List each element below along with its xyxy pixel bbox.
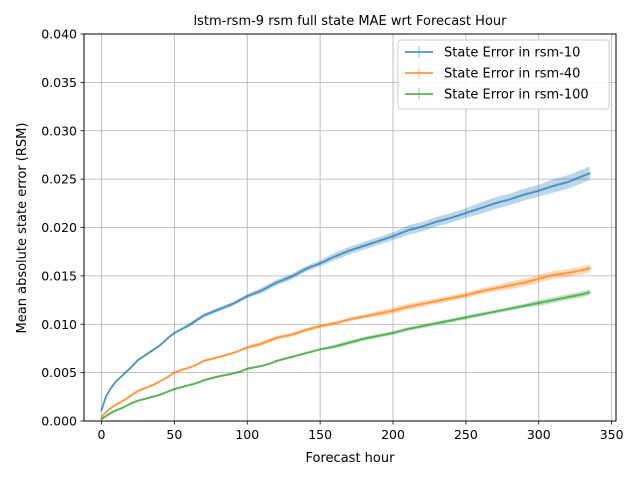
y-tick-label: 0.000 <box>41 414 77 429</box>
x-tick-label: 0 <box>98 427 106 442</box>
y-tick-label: 0.010 <box>41 317 77 332</box>
y-tick-label: 0.030 <box>41 123 77 138</box>
legend-box <box>397 39 610 110</box>
x-tick-label: 100 <box>235 427 259 442</box>
legend-label-3: State Error in rsm-100 <box>444 88 589 103</box>
x-tick-label: 200 <box>381 427 405 442</box>
y-tick-label: 0.025 <box>41 172 77 187</box>
y-tick-label: 0.020 <box>41 220 77 235</box>
x-tick-label: 50 <box>166 427 182 442</box>
y-tick-label: 0.005 <box>41 365 77 380</box>
y-tick-label: 0.015 <box>41 268 77 283</box>
series-line-3 <box>100 291 591 421</box>
series-lines <box>100 172 591 421</box>
y-axis-ticks: 0.000 0.005 0.010 0.015 0.020 0.025 0.030 0.035… <box>41 27 84 429</box>
series-line-1 <box>100 172 591 412</box>
chart-title: lstm-rsm-9 rsm full state MAE wrt Foreca… <box>194 14 508 29</box>
legend: State Error in rsm-10 State Error in rsm-… <box>397 39 610 110</box>
x-tick-label: 150 <box>308 427 332 442</box>
x-tick-label: 250 <box>454 427 478 442</box>
x-tick-label: 300 <box>527 427 551 442</box>
y-tick-label: 0.035 <box>41 75 77 90</box>
series-line-2 <box>100 267 591 419</box>
x-tick-label: 350 <box>600 427 624 442</box>
error-band-2 <box>101 264 590 419</box>
x-axis-label: Forecast hour <box>306 451 396 466</box>
legend-label-1: State Error in rsm-10 <box>444 46 580 61</box>
x-axis-ticks: 0 50 100 150 200 250 300 350 <box>98 421 624 442</box>
y-tick-label: 0.040 <box>41 27 77 42</box>
legend-label-2: State Error in rsm-40 <box>444 67 580 82</box>
y-axis-label: Mean absolute state error (RSM) <box>15 123 30 334</box>
